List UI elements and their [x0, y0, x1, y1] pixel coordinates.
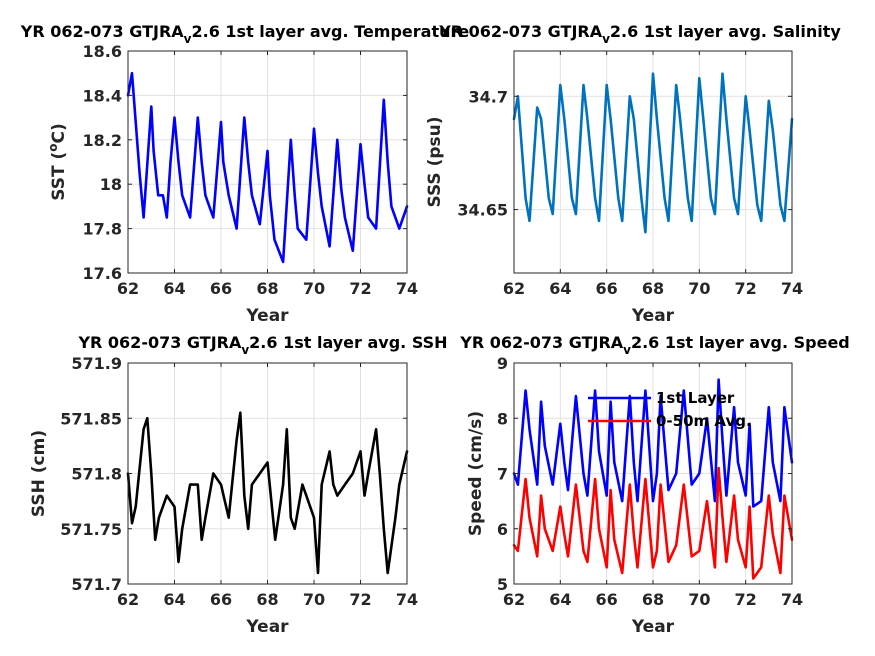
y-tick-label: 7 — [497, 465, 508, 484]
x-tick-label: 62 — [117, 279, 139, 298]
x-tick-label: 70 — [303, 279, 325, 298]
y-tick-label: 18 — [100, 175, 122, 194]
x-tick-label: 62 — [503, 590, 525, 609]
y-tick-label: 34.7 — [469, 87, 508, 106]
x-tick-label: 66 — [210, 279, 232, 298]
subplot-1: 62 64 66 68 70 72 74 17.6 17.8 18 18.2 18.4 18.6 Year… — [20, 22, 470, 326]
subplot-2: 62 64 66 68 70 72 74 34.65 34.7 Year SSS (psu) YR 0… — [425, 22, 841, 326]
y-axis-label: SSH (cm) — [29, 430, 49, 517]
x-tick-label: 74 — [396, 279, 418, 298]
x-tick-label: 72 — [349, 279, 371, 298]
y-tick-label: 6 — [497, 520, 508, 539]
subplot-4: 62 64 66 68 70 72 74 5 6 7 8 9 Year Speed (cm/s) YR 06… — [459, 333, 850, 637]
x-tick-label: 70 — [688, 279, 710, 298]
y-tick-label: 571.8 — [71, 465, 122, 484]
series-line-1 — [126, 71, 409, 264]
x-tick-label: 72 — [349, 590, 371, 609]
x-tick-label: 72 — [735, 590, 757, 609]
legend-entry: 0-50m Avg. — [656, 412, 752, 430]
x-tick-label: 64 — [549, 279, 571, 298]
x-tick-label: 64 — [163, 279, 185, 298]
x-axis-label: Year — [631, 306, 675, 326]
x-tick-label: 72 — [735, 279, 757, 298]
x-axis-label: Year — [245, 617, 289, 637]
series-line-2 — [512, 466, 794, 580]
x-axis-label: Year — [245, 306, 289, 326]
subplot-title: YR 062-073 GTJRAv2.6 1st layer avg. SSH — [77, 333, 447, 357]
y-tick-label: 17.8 — [83, 220, 122, 239]
x-tick-label: 70 — [688, 590, 710, 609]
x-tick-label: 68 — [256, 279, 278, 298]
y-tick-label: 34.65 — [457, 201, 508, 220]
series-line-1 — [126, 411, 409, 575]
y-tick-label: 571.75 — [60, 520, 122, 539]
subplot-3: 62 64 66 68 70 72 74 571.7 571.75 571.8 571.85 571.… — [29, 333, 448, 637]
x-axis-label: Year — [631, 617, 675, 637]
x-tick-label: 70 — [303, 590, 325, 609]
series-line-1 — [512, 378, 794, 508]
x-tick-label: 74 — [781, 279, 803, 298]
x-tick-label: 74 — [396, 590, 418, 609]
y-tick-label: 8 — [497, 409, 508, 428]
y-axis-label: SSS (psu) — [425, 116, 445, 207]
x-tick-label: 74 — [781, 590, 803, 609]
y-tick-label: 18.2 — [83, 131, 122, 150]
subplot-title: YR 062-073 GTJRAv2.6 1st layer avg. Spee… — [459, 333, 850, 357]
x-tick-label: 64 — [163, 590, 185, 609]
x-tick-label: 68 — [642, 279, 664, 298]
series-line-1 — [512, 72, 794, 234]
x-tick-label: 62 — [503, 279, 525, 298]
subplot-title: YR 062-073 GTJRAv2.6 1st layer avg. Temp… — [20, 22, 470, 46]
y-axis-label: SST (oC) — [46, 123, 69, 201]
x-tick-label: 62 — [117, 590, 139, 609]
x-tick-label: 68 — [256, 590, 278, 609]
x-tick-label: 66 — [210, 590, 232, 609]
y-tick-label: 18.6 — [83, 42, 122, 61]
subplot-title: YR 062-073 GTJRAv2.6 1st layer avg. Sali… — [438, 22, 841, 46]
y-tick-label: 18.4 — [83, 86, 122, 105]
y-tick-label: 571.85 — [60, 409, 122, 428]
y-axis-label: Speed (cm/s) — [466, 411, 486, 536]
x-tick-label: 66 — [596, 279, 618, 298]
x-tick-label: 66 — [596, 590, 618, 609]
y-tick-label: 5 — [497, 575, 508, 594]
x-tick-label: 64 — [549, 590, 571, 609]
y-tick-label: 17.6 — [83, 264, 122, 283]
y-tick-label: 571.9 — [71, 354, 122, 373]
y-tick-label: 9 — [497, 354, 508, 373]
legend-entry: 1st Layer — [656, 389, 735, 407]
x-tick-label: 68 — [642, 590, 664, 609]
y-tick-label: 571.7 — [71, 575, 122, 594]
